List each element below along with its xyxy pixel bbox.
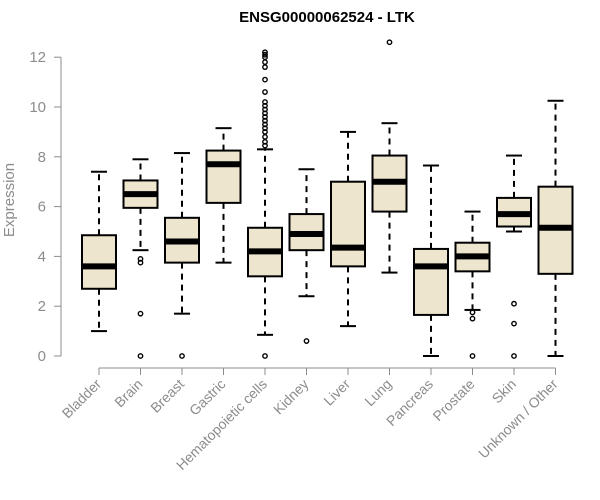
y-tick-label: 12 (29, 49, 46, 66)
outlier-point (262, 76, 268, 83)
outlier-point (511, 320, 517, 327)
y-tick-label: 6 (38, 199, 46, 216)
box-pancreas (413, 164, 449, 357)
outlier-point (386, 39, 393, 46)
box-liver (330, 130, 366, 328)
box-hematopoietic-cells (247, 49, 283, 359)
x-tick-label: Skin (489, 376, 520, 407)
box-breast (164, 152, 200, 359)
box-unknown-other (537, 99, 574, 357)
box-skin (496, 154, 532, 359)
box-series (81, 39, 574, 359)
iqr-box (330, 180, 366, 268)
y-axis: 0 2 4 6 8 10 12 (29, 49, 62, 365)
outlier-point (262, 99, 268, 105)
outlier-point (262, 89, 268, 95)
outlier-point (137, 255, 144, 262)
outlier-point (469, 309, 476, 316)
x-tick-label: Kidney (270, 376, 312, 418)
x-tick-label: Liver (320, 376, 353, 409)
x-tick-label: Breast (147, 376, 187, 416)
iqr-box (205, 149, 242, 204)
outlier-point (511, 300, 517, 307)
outlier-point (262, 51, 268, 58)
x-tick-label: Bladder (59, 376, 105, 422)
outlier-point (262, 49, 268, 56)
outlier-point (137, 310, 144, 317)
outlier-point (262, 133, 268, 140)
outlier-point (469, 353, 476, 359)
x-tick-label: Brain (111, 376, 145, 410)
x-tick-label: Unknown / Other (475, 376, 561, 462)
y-tick-label: 10 (29, 99, 46, 116)
box-kidney (288, 168, 325, 344)
outlier-point (262, 353, 268, 359)
box-lung (371, 39, 408, 274)
iqr-box (81, 234, 117, 290)
box-bladder (81, 170, 117, 333)
y-tick-label: 2 (38, 298, 46, 315)
box-gastric (205, 127, 242, 264)
outlier-point (262, 59, 268, 66)
outlier-point (469, 315, 476, 322)
y-tick-label: 0 (38, 348, 46, 365)
iqr-box (413, 247, 449, 316)
y-tick-label: 8 (38, 149, 46, 166)
y-axis-label: Expression (1, 163, 18, 237)
x-tick-label: Prostate (429, 376, 477, 424)
box-brain (122, 158, 159, 359)
chart-title: ENSG00000062524 - LTK (239, 9, 415, 26)
outlier-point (137, 353, 144, 359)
outlier-point (179, 353, 185, 359)
y-tick-label: 4 (38, 248, 46, 265)
x-tick-label: Lung (361, 376, 394, 409)
box-prostate (454, 210, 491, 359)
outlier-point (511, 353, 517, 359)
outlier-point (303, 338, 310, 344)
outlier-point (262, 64, 268, 71)
outlier-point (262, 138, 268, 145)
